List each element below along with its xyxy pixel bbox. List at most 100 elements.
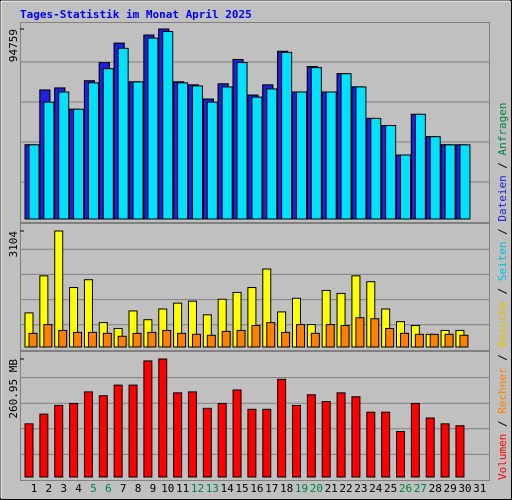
- bar: [429, 333, 439, 348]
- bar: [236, 329, 246, 348]
- legend-entry: Seiten: [496, 242, 509, 282]
- bar: [98, 395, 108, 478]
- bar: [206, 334, 216, 348]
- bar: [236, 62, 248, 220]
- bar: [295, 324, 305, 348]
- bar: [162, 329, 172, 348]
- bar: [28, 144, 40, 220]
- bar: [325, 324, 335, 348]
- bar: [310, 332, 320, 348]
- bar: [325, 91, 337, 220]
- bar: [444, 144, 456, 220]
- bar: [340, 325, 350, 348]
- bar: [414, 333, 424, 348]
- bar: [73, 331, 83, 348]
- bar: [455, 425, 465, 478]
- bar: [177, 82, 189, 220]
- bar: [295, 91, 307, 220]
- bar: [410, 402, 420, 478]
- legend-entry: Anfragen: [496, 102, 509, 155]
- x-tick-label: 31: [473, 482, 486, 495]
- bar: [414, 113, 426, 220]
- x-tick-label: 19: [295, 482, 308, 495]
- bar: [440, 423, 450, 478]
- bar: [54, 230, 64, 348]
- bar: [83, 391, 93, 478]
- bar: [355, 86, 367, 220]
- bar: [291, 404, 301, 478]
- x-tick-label: 6: [105, 482, 112, 495]
- x-tick-label: 18: [280, 482, 293, 495]
- x-tick-label: 15: [235, 482, 248, 495]
- bar: [370, 117, 382, 220]
- bar: [158, 358, 168, 478]
- bar: [117, 47, 129, 220]
- y-tick-label: 260.95 MB: [7, 359, 20, 419]
- x-tick-label: 9: [150, 482, 157, 495]
- x-tick-label: 14: [221, 482, 235, 495]
- bar: [206, 101, 218, 220]
- bar: [340, 73, 352, 220]
- bar: [187, 391, 197, 478]
- bar: [117, 335, 127, 348]
- bar: [281, 331, 291, 348]
- bar: [177, 332, 187, 348]
- bar: [370, 318, 380, 348]
- x-tick-label: 8: [135, 482, 142, 495]
- bar: [162, 31, 174, 220]
- x-tick-label: 11: [176, 482, 189, 495]
- x-tick-label: 25: [384, 482, 397, 495]
- bar: [221, 330, 231, 348]
- bar: [147, 331, 157, 348]
- bar: [113, 384, 123, 478]
- x-tick-label: 2: [46, 482, 53, 495]
- x-tick-label: 27: [414, 482, 427, 495]
- bar: [385, 125, 397, 220]
- bar: [425, 417, 435, 478]
- bar: [39, 413, 49, 478]
- bar: [87, 82, 99, 220]
- legend-entry: Rechner: [496, 367, 509, 414]
- bar: [221, 86, 233, 220]
- bar: [43, 324, 53, 348]
- bar: [217, 402, 227, 478]
- y-tick-label: 94759: [7, 29, 20, 62]
- x-tick-label: 3: [60, 482, 67, 495]
- x-tick-label: 4: [75, 482, 82, 495]
- x-tick-label: 5: [90, 482, 97, 495]
- legend-entry: Besuche: [496, 301, 509, 347]
- bar: [429, 136, 441, 220]
- bar: [173, 392, 183, 478]
- x-tick-label: 1: [31, 482, 38, 495]
- bar: [262, 408, 272, 478]
- x-tick-label: 23: [354, 482, 367, 495]
- bar: [251, 96, 263, 220]
- bar: [147, 37, 159, 220]
- bar: [366, 411, 376, 478]
- bar: [266, 88, 278, 220]
- x-tick-label: 29: [443, 482, 456, 495]
- bar: [87, 331, 97, 348]
- bar: [58, 329, 68, 348]
- bar: [132, 332, 142, 348]
- legend-entry: Dateien: [496, 175, 509, 221]
- chart-title: Tages-Statistik im Monat April 2025: [20, 8, 252, 21]
- bar: [400, 332, 409, 348]
- bar: [277, 378, 287, 478]
- bar: [336, 392, 346, 478]
- x-tick-label: 28: [429, 482, 442, 495]
- bar: [69, 402, 79, 478]
- bar: [306, 394, 316, 478]
- bar: [381, 411, 391, 478]
- x-tick-label: 10: [161, 482, 174, 495]
- bar: [355, 317, 365, 348]
- bar: [310, 67, 322, 220]
- legend-entry: Volumen: [496, 434, 509, 480]
- bar: [202, 407, 212, 478]
- bar: [400, 154, 411, 220]
- bar: [54, 404, 64, 478]
- legend: Volumen / Rechner / Besuche / Seiten / D…: [496, 102, 509, 480]
- bar: [459, 144, 471, 220]
- bar: [321, 401, 331, 478]
- x-tick-label: 24: [369, 482, 383, 495]
